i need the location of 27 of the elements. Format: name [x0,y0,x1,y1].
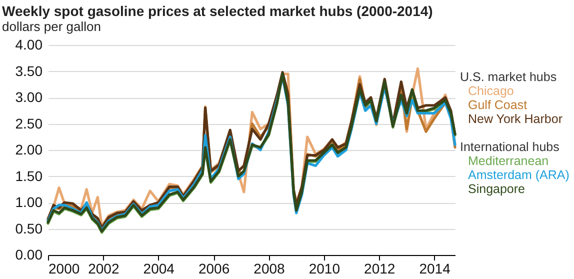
series-label: Chicago [468,84,514,98]
y-tick-label: 1.50 [15,168,43,184]
text: U.S. market hubs [460,70,557,84]
y-tick-label: 2.00 [15,142,43,158]
x-tick-label: 2012 [364,260,396,276]
y-tick-label: 3.50 [15,62,43,79]
y-tick-label: 1.00 [15,194,43,210]
text: Amsterdam (ARA) [468,168,570,182]
x-tick-label: 2014 [419,260,451,276]
y-tick-label: 4.00 [15,36,43,52]
y-tick-label: 0.50 [15,220,43,236]
x-tick-label: 2006 [198,260,230,276]
x-tick-label: 2002 [88,260,120,276]
series-label: New York Harbor [468,112,562,126]
x-tick-label: 2008 [254,260,286,276]
chart-title: Weekly spot gasoline prices at selected market hubs (2000-2014) [2,3,433,19]
y-tick-label: 2.50 [15,115,43,132]
x-tick-label: 2000 [48,260,80,276]
series-label: Gulf Coast [468,98,528,112]
text: International hubs [460,140,560,154]
x-tick-label: 2004 [143,260,175,276]
y-axis-title: dollars per gallon [2,19,102,34]
y-tick-label: 3.00 [15,89,43,105]
text: Singapore [468,182,526,196]
x-tick-label: 2010 [308,260,340,276]
y-tick-label: 0.00 [15,246,43,262]
series-label: Mediterranean [468,154,549,168]
